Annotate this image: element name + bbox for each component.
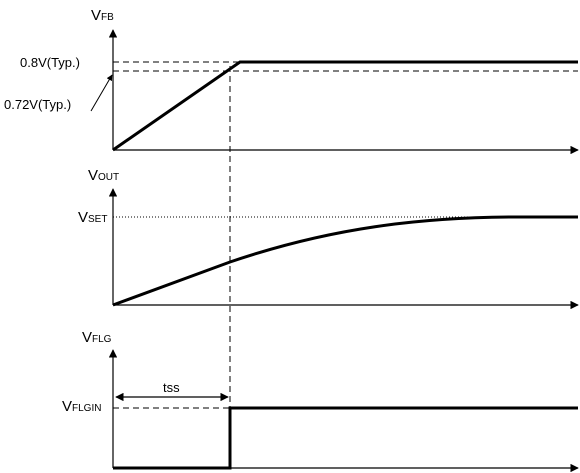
vfb-low-pointer xyxy=(90,74,113,112)
vfb-panel: VFB 0.8V(Typ.) 0.72V(Typ.) xyxy=(4,7,579,155)
vset-label: VSET xyxy=(78,209,107,226)
vflgin-label: VFLGIN xyxy=(62,398,101,415)
vflg-axis-label: VFLG xyxy=(82,329,112,346)
vflg-panel: VFLG VFLGIN tss xyxy=(62,329,579,473)
vout-axis-label: VOUT xyxy=(88,167,119,184)
vfb-axis-label: VFB xyxy=(91,7,114,24)
vout-panel: VOUT VSET xyxy=(78,167,579,310)
vfb-high-label: 0.8V(Typ.) xyxy=(20,55,80,70)
tss-label: tss xyxy=(163,380,180,395)
vfb-low-label: 0.72V(Typ.) xyxy=(4,97,71,112)
vflg-waveform xyxy=(113,406,578,470)
vout-waveform xyxy=(112,215,578,307)
vfb-waveform xyxy=(112,60,578,152)
